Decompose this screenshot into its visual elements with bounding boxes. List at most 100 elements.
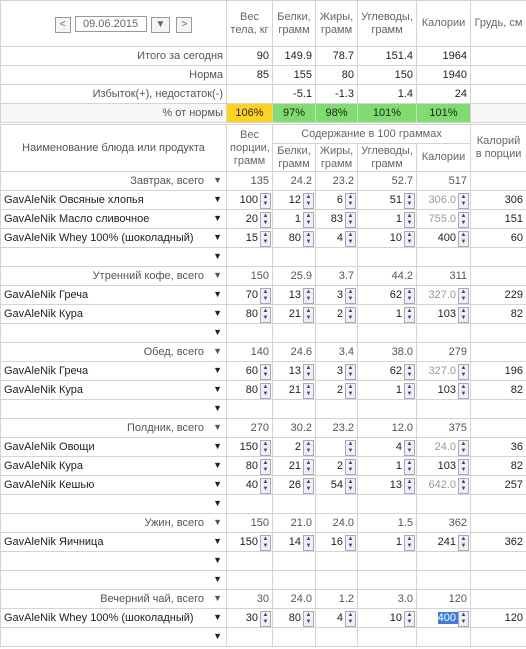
item-value[interactable]: 51 xyxy=(389,194,402,206)
spinner[interactable]: ▲ ▼ xyxy=(303,288,314,304)
item-value[interactable]: 13 xyxy=(389,479,402,491)
spinner[interactable]: ▲ ▼ xyxy=(404,383,415,399)
item-value[interactable]: 80 xyxy=(288,232,301,244)
spinner[interactable]: ▲ ▼ xyxy=(345,383,356,399)
spinner[interactable]: ▲ ▼ xyxy=(303,383,314,399)
product-dropdown[interactable]: ▼ xyxy=(213,441,222,451)
spinner[interactable]: ▲ ▼ xyxy=(260,307,271,323)
meal-dropdown[interactable]: ▼ xyxy=(213,422,222,432)
item-value[interactable]: 40 xyxy=(245,479,258,491)
item-name[interactable]: GavAleNik Кура ▼ xyxy=(0,304,227,324)
item-name[interactable]: ▼ xyxy=(0,494,227,514)
product-dropdown[interactable]: ▼ xyxy=(213,612,222,622)
item-name[interactable]: ▼ xyxy=(0,570,227,590)
spinner[interactable]: ▲ ▼ xyxy=(404,478,415,494)
item-value[interactable]: 103 xyxy=(437,308,457,320)
product-dropdown[interactable]: ▼ xyxy=(213,574,222,584)
spinner[interactable]: ▲ ▼ xyxy=(260,611,271,627)
item-value[interactable]: 60 xyxy=(245,365,258,377)
item-name[interactable]: GavAleNik Греча ▼ xyxy=(0,361,227,381)
meal-dropdown[interactable]: ▼ xyxy=(213,593,222,603)
item-value[interactable]: 1 xyxy=(395,384,402,396)
item-value[interactable]: 21 xyxy=(288,460,301,472)
item-value[interactable]: 12 xyxy=(288,194,301,206)
item-name[interactable]: ▼ xyxy=(0,323,227,343)
item-value[interactable]: 80 xyxy=(288,612,301,624)
spinner[interactable]: ▲ ▼ xyxy=(458,383,470,399)
item-value[interactable]: 241 xyxy=(437,536,457,548)
item-value[interactable]: 83 xyxy=(330,213,343,225)
product-dropdown[interactable]: ▼ xyxy=(213,308,222,318)
item-value[interactable]: 21 xyxy=(288,384,301,396)
item-value[interactable]: 150 xyxy=(239,441,258,453)
item-value[interactable]: 30 xyxy=(245,612,258,624)
item-value[interactable]: 16 xyxy=(330,536,343,548)
item-name[interactable]: GavAleNik Овощи ▼ xyxy=(0,437,227,457)
item-value[interactable]: 15 xyxy=(245,232,258,244)
item-value[interactable]: 80 xyxy=(245,308,258,320)
item-name[interactable]: GavAleNik Масло сливочное ▼ xyxy=(0,209,227,229)
product-dropdown[interactable]: ▼ xyxy=(213,555,222,565)
product-dropdown[interactable]: ▼ xyxy=(213,460,222,470)
item-value[interactable]: 4 xyxy=(336,612,343,624)
item-value[interactable]: 62 xyxy=(389,365,402,377)
spinner[interactable]: ▲ ▼ xyxy=(458,193,470,209)
item-value[interactable]: 327.0 xyxy=(428,289,457,301)
spinner[interactable]: ▲ ▼ xyxy=(303,307,314,323)
product-dropdown[interactable]: ▼ xyxy=(213,479,222,489)
spinner[interactable]: ▲ ▼ xyxy=(345,478,356,494)
spinner[interactable]: ▲ ▼ xyxy=(404,611,415,627)
product-dropdown[interactable]: ▼ xyxy=(213,251,222,261)
date-input[interactable]: 09.06.2015 xyxy=(74,16,147,32)
spinner[interactable]: ▲ ▼ xyxy=(260,364,271,380)
spinner[interactable]: ▲ ▼ xyxy=(404,459,415,475)
item-name[interactable]: GavAleNik Греча ▼ xyxy=(0,285,227,305)
spinner[interactable]: ▲ ▼ xyxy=(303,459,314,475)
product-dropdown[interactable]: ▼ xyxy=(213,631,222,641)
spinner[interactable]: ▲ ▼ xyxy=(458,212,470,228)
spinner[interactable]: ▲ ▼ xyxy=(345,364,356,380)
spinner[interactable]: ▲ ▼ xyxy=(303,535,314,551)
product-dropdown[interactable]: ▼ xyxy=(213,498,222,508)
spinner[interactable]: ▲ ▼ xyxy=(303,212,314,228)
spinner[interactable]: ▲ ▼ xyxy=(260,478,271,494)
item-name[interactable]: GavAleNik Whey 100% (шоколадный) ▼ xyxy=(0,608,227,628)
item-value[interactable]: 14 xyxy=(288,536,301,548)
spinner[interactable]: ▲ ▼ xyxy=(260,535,271,551)
item-value[interactable]: 26 xyxy=(288,479,301,491)
spinner[interactable]: ▲ ▼ xyxy=(458,478,470,494)
spinner[interactable]: ▲ ▼ xyxy=(260,193,271,209)
item-value[interactable]: 2 xyxy=(294,441,301,453)
product-dropdown[interactable]: ▼ xyxy=(213,213,222,223)
item-name[interactable]: ▼ xyxy=(0,551,227,571)
item-value[interactable]: 4 xyxy=(336,232,343,244)
product-dropdown[interactable]: ▼ xyxy=(213,327,222,337)
item-value[interactable]: 103 xyxy=(437,384,457,396)
meal-dropdown[interactable]: ▼ xyxy=(213,346,222,356)
spinner[interactable]: ▲ ▼ xyxy=(345,535,356,551)
item-value[interactable]: 80 xyxy=(245,460,258,472)
item-name[interactable]: GavAleNik Овсяные хлопья ▼ xyxy=(0,190,227,210)
item-value[interactable]: 1 xyxy=(395,460,402,472)
spinner[interactable]: ▲ ▼ xyxy=(404,288,415,304)
item-value[interactable]: 1 xyxy=(395,213,402,225)
item-value[interactable]: 306.0 xyxy=(428,194,457,206)
item-value[interactable]: 54 xyxy=(330,479,343,491)
item-value[interactable]: 3 xyxy=(336,365,343,377)
item-value[interactable]: 2 xyxy=(336,308,343,320)
spinner[interactable]: ▲ ▼ xyxy=(458,459,470,475)
item-value[interactable]: 20 xyxy=(245,213,258,225)
spinner[interactable]: ▲ ▼ xyxy=(458,535,470,551)
item-value[interactable]: 2 xyxy=(336,460,343,472)
item-value[interactable]: 70 xyxy=(245,289,258,301)
item-value[interactable]: 1 xyxy=(395,308,402,320)
product-dropdown[interactable]: ▼ xyxy=(213,384,222,394)
item-name[interactable]: ▼ xyxy=(0,399,227,419)
item-value[interactable]: 103 xyxy=(437,460,457,472)
spinner[interactable]: ▲ ▼ xyxy=(303,440,314,456)
spinner[interactable]: ▲ ▼ xyxy=(345,440,356,456)
item-name[interactable]: GavAleNik Кура ▼ xyxy=(0,380,227,400)
product-dropdown[interactable]: ▼ xyxy=(213,536,222,546)
item-value[interactable]: 13 xyxy=(288,289,301,301)
spinner[interactable]: ▲ ▼ xyxy=(458,288,470,304)
